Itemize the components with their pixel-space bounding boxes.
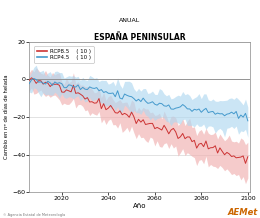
Text: © Agencia Estatal de Meteorología: © Agencia Estatal de Meteorología — [3, 213, 65, 217]
Legend: RCP8.5    ( 10 ), RCP4.5    ( 10 ): RCP8.5 ( 10 ), RCP4.5 ( 10 ) — [34, 46, 94, 63]
Y-axis label: Cambio en nº de días de helada: Cambio en nº de días de helada — [4, 75, 9, 159]
Text: AEMet: AEMet — [227, 208, 257, 217]
Title: ESPAÑA PENINSULAR: ESPAÑA PENINSULAR — [94, 32, 185, 41]
Text: ANUAL: ANUAL — [119, 18, 141, 23]
X-axis label: Año: Año — [133, 203, 146, 209]
